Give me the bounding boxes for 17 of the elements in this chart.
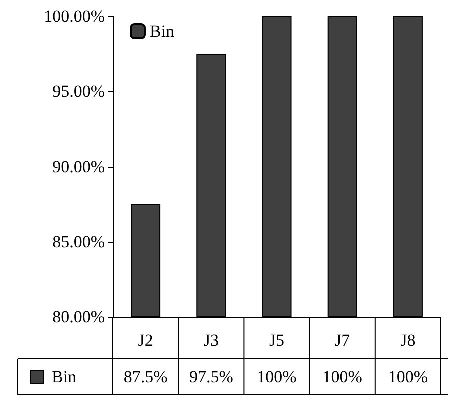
legend-label: Bin: [150, 22, 176, 41]
x-tick-label: J3: [204, 331, 219, 350]
x-tick-label: J7: [335, 331, 351, 350]
data-label: 100%: [388, 368, 428, 386]
x-tick-label: J2: [138, 331, 154, 350]
y-tick-label: 90.00%: [52, 157, 105, 176]
data-label: 100%: [322, 368, 362, 386]
y-tick-label: 85.00%: [52, 232, 105, 252]
y-tick-label: 95.00%: [52, 82, 105, 102]
y-tick-label: 100.00%: [44, 7, 105, 26]
data-label: 100%: [257, 368, 297, 386]
data-label: 87.5%: [124, 368, 168, 386]
y-tick-label: 80.00%: [52, 308, 105, 326]
x-tick-label: J5: [269, 331, 285, 350]
data-label: 97.5%: [189, 368, 234, 386]
x-tick-label: J8: [400, 331, 416, 350]
text: Bin: [52, 368, 77, 386]
